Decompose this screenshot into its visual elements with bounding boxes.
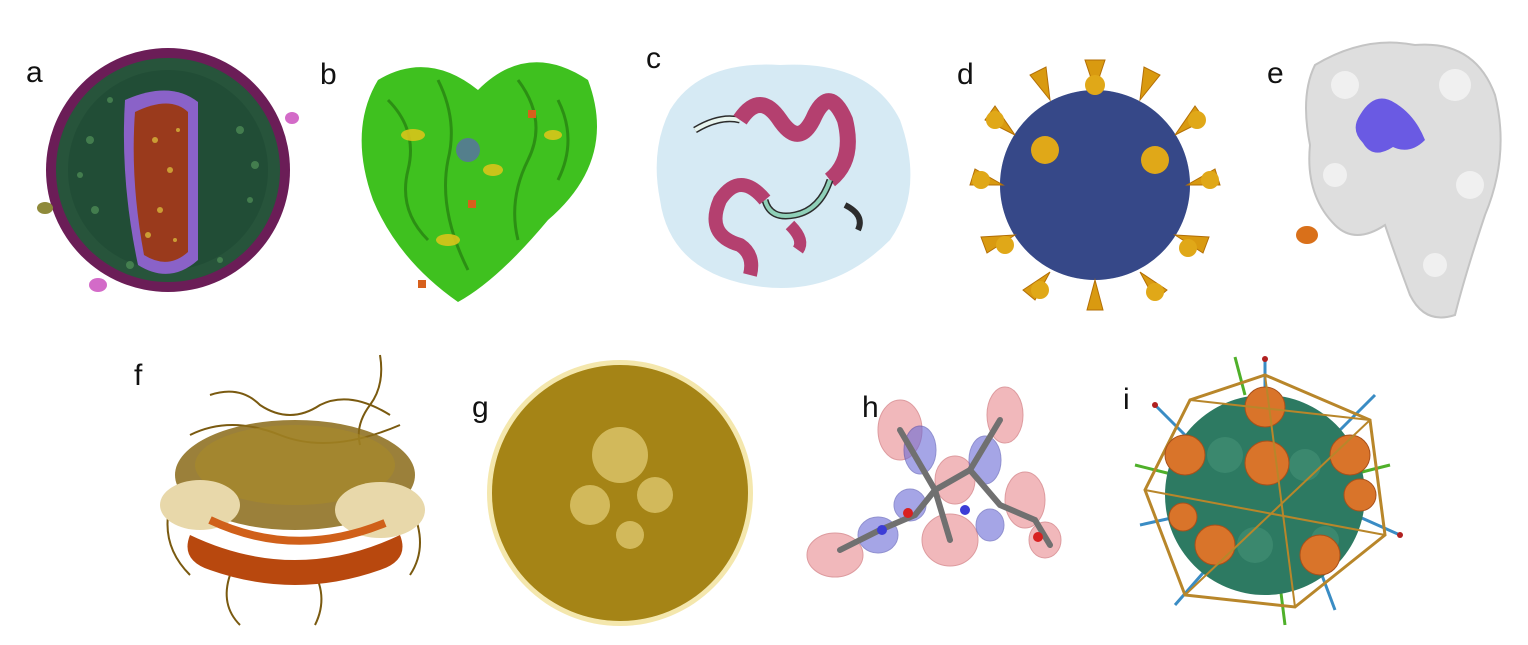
capsid-cage-image [1134, 356, 1403, 626]
molecule-orbitals-image [806, 386, 1062, 578]
panel-e: e [1255, 25, 1515, 325]
spiked-virion-image [969, 59, 1221, 311]
panel-d: d [945, 40, 1245, 320]
ribbon-surface-image [656, 64, 911, 288]
panel-label-a: a [26, 56, 43, 89]
nucleosome-image [160, 354, 425, 626]
panel-label-h: h [862, 391, 879, 424]
panel-f: f [130, 345, 460, 635]
protein-surface-image [1296, 41, 1502, 319]
panel-i: i [1115, 345, 1415, 630]
virus-cross-section-image [37, 48, 299, 292]
panel-label-g: g [472, 391, 489, 424]
panel-label-d: d [957, 58, 974, 91]
panel-label-e: e [1267, 57, 1284, 90]
dense-sphere-image [487, 360, 753, 626]
panel-label-b: b [320, 58, 337, 91]
panel-b: b [318, 40, 618, 310]
panel-g: g [470, 345, 770, 635]
panel-a: a [20, 40, 310, 310]
panel-c: c [630, 40, 930, 300]
panel-label-f: f [134, 359, 143, 392]
panel-label-c: c [646, 42, 661, 75]
protein-ribbons-image [361, 62, 597, 302]
panel-h: h [800, 375, 1100, 595]
panel-label-i: i [1123, 383, 1130, 416]
